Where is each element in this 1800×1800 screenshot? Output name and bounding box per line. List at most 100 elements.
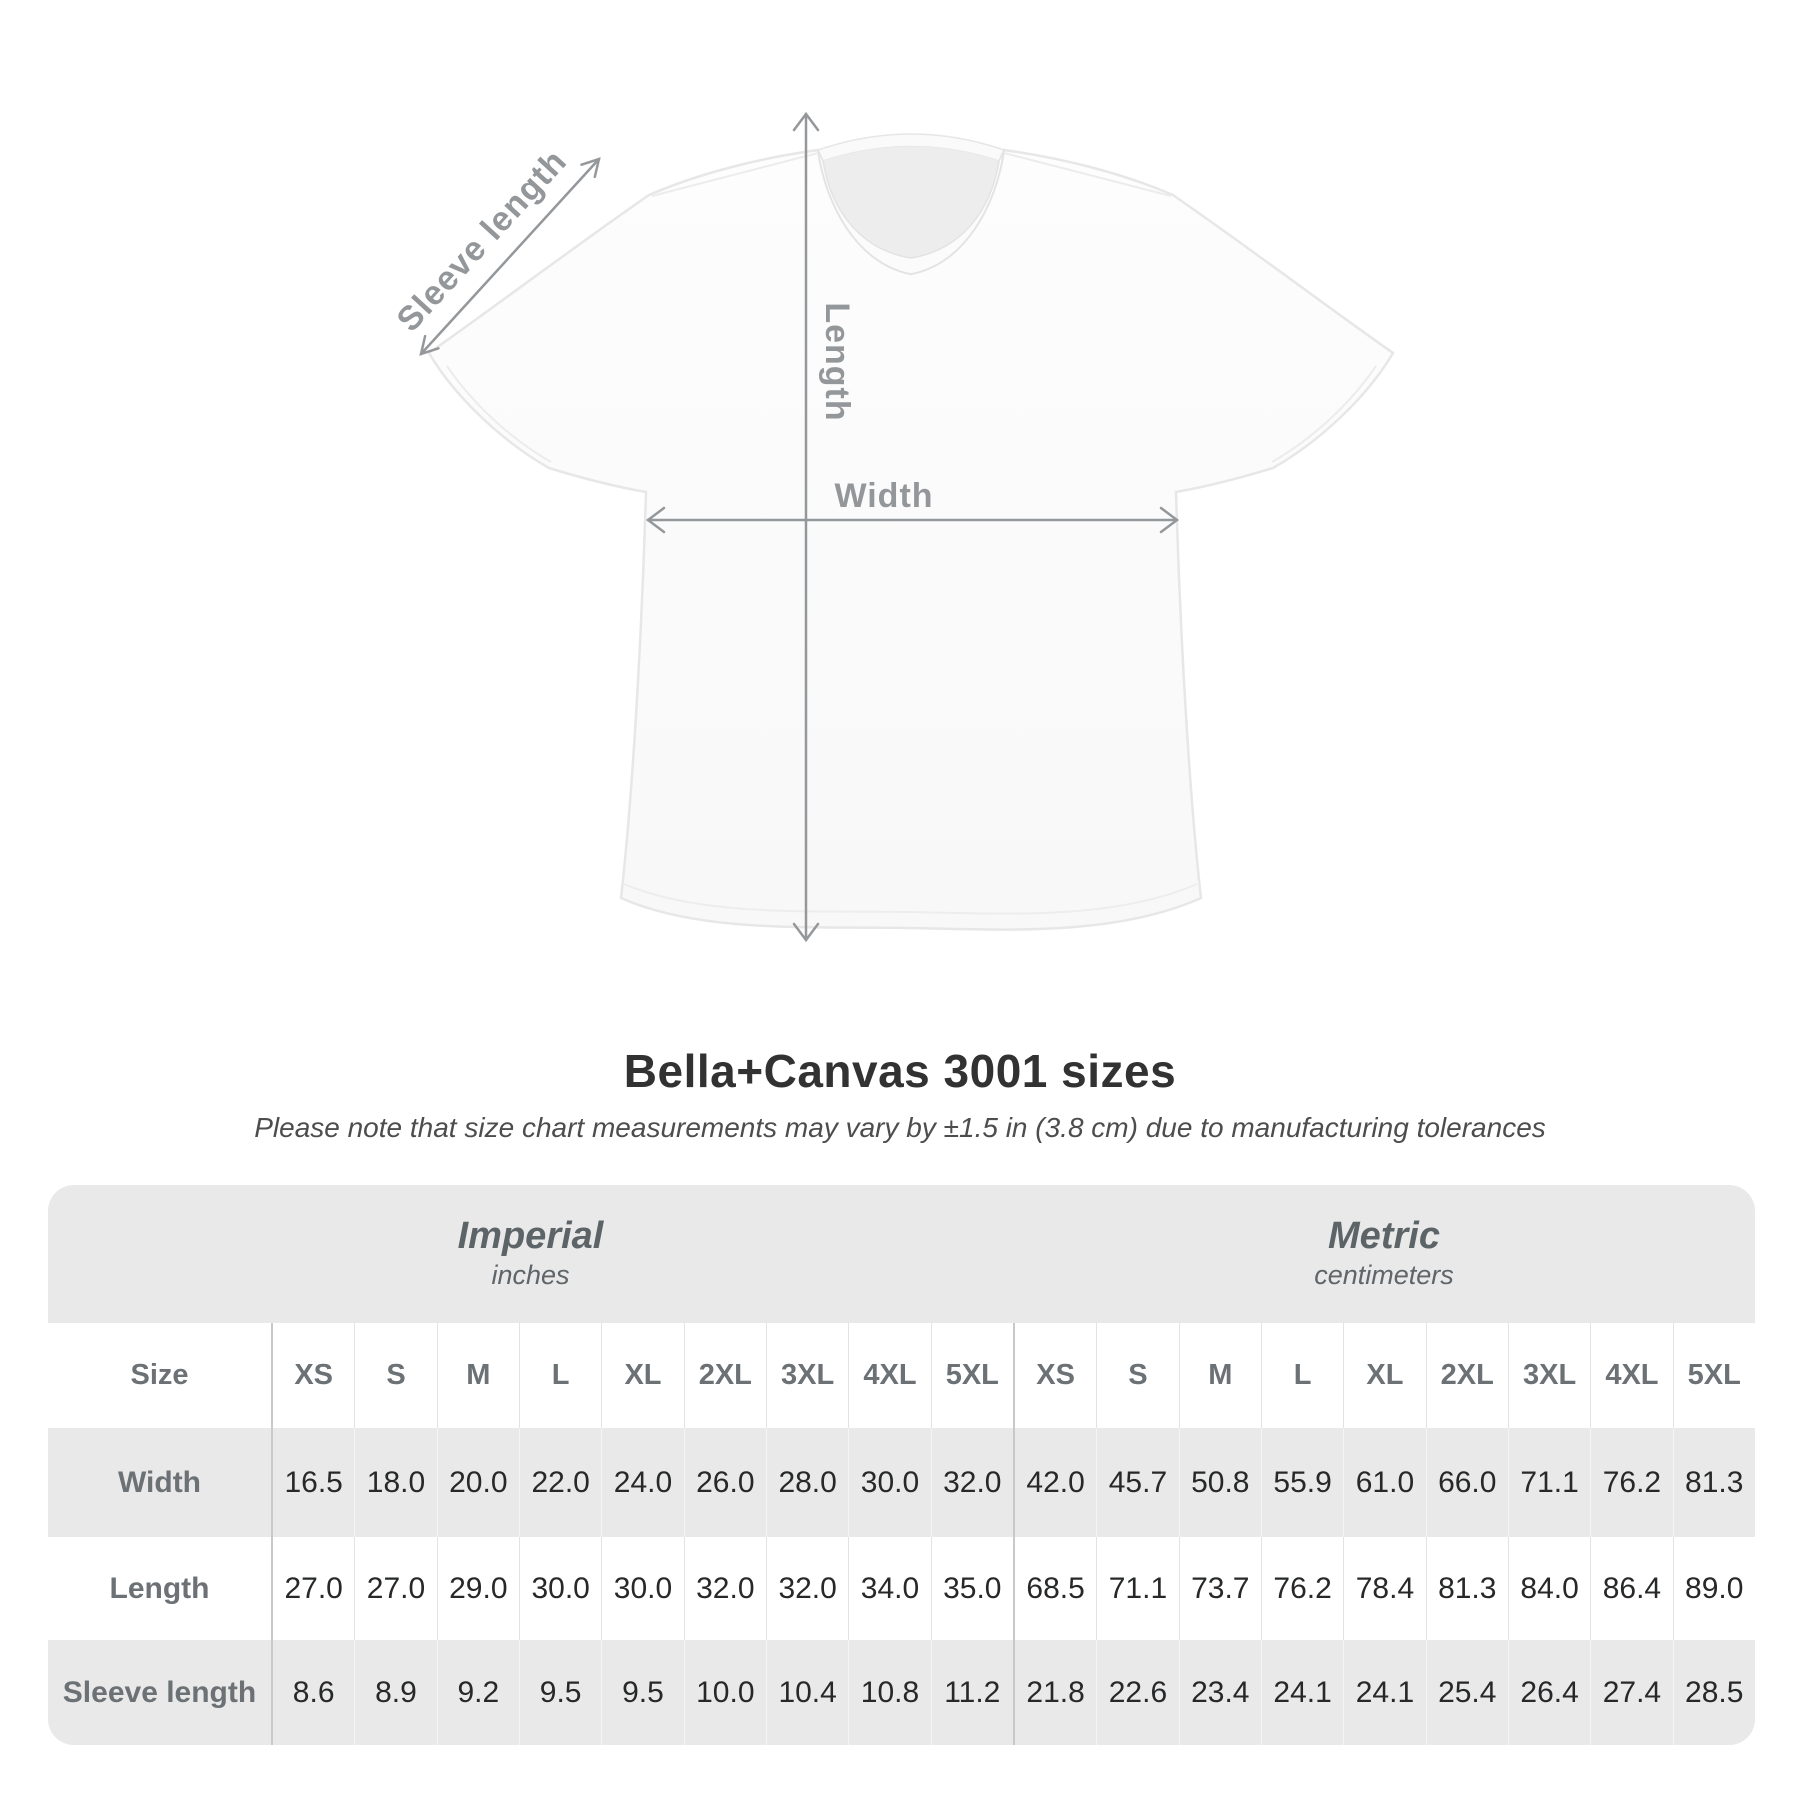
imperial-label: Imperial xyxy=(457,1214,604,1257)
table-row-sleeve-length: Sleeve length 8.6 8.9 9.2 9.5 9.5 10.0 1… xyxy=(48,1640,1755,1745)
length-arrowhead-bottom xyxy=(792,922,820,943)
table-cell: 73.7 xyxy=(1178,1537,1261,1640)
table-cell: 42.0 xyxy=(1012,1428,1096,1537)
imperial-sublabel: inches xyxy=(491,1260,570,1291)
size-header-cell: XS xyxy=(1012,1323,1096,1428)
table-cell: 50.8 xyxy=(1178,1428,1261,1537)
table-cell: 28.5 xyxy=(1672,1640,1755,1745)
size-header-cell: M xyxy=(436,1323,519,1428)
unit-group-imperial: Imperial inches xyxy=(48,1185,1013,1323)
table-cell: 10.8 xyxy=(848,1640,930,1745)
metric-label: Metric xyxy=(1328,1214,1440,1257)
table-cell: 32.0 xyxy=(683,1537,766,1640)
table-cell: 21.8 xyxy=(1012,1640,1096,1745)
row-label: Width xyxy=(117,1465,202,1499)
size-header-cell: L xyxy=(518,1323,601,1428)
table-cell: 61.0 xyxy=(1343,1428,1425,1537)
sleeve-arrowhead-top xyxy=(580,157,601,179)
tshirt-neck-opening xyxy=(823,146,999,258)
size-header-cell: 3XL xyxy=(765,1323,848,1428)
sleeve-arrow-line xyxy=(419,157,601,356)
row-label: Length xyxy=(109,1571,210,1605)
table-cell: 68.5 xyxy=(1012,1537,1096,1640)
table-cell: 32.0 xyxy=(930,1428,1013,1537)
table-cell: 30.0 xyxy=(601,1537,683,1640)
table-cell: 28.0 xyxy=(765,1428,848,1537)
table-cell: 27.4 xyxy=(1590,1640,1672,1745)
table-cell: 78.4 xyxy=(1343,1537,1425,1640)
width-label: Width xyxy=(834,477,933,515)
size-header-cell: XL xyxy=(601,1323,683,1428)
table-cell: 26.4 xyxy=(1507,1640,1590,1745)
table-cell: 29.0 xyxy=(436,1537,519,1640)
table-cell: 10.0 xyxy=(683,1640,766,1745)
table-cell: 10.4 xyxy=(765,1640,848,1745)
table-cell: 34.0 xyxy=(848,1537,930,1640)
table-header-row: Size XS S M L XL 2XL 3XL 4XL 5XL XS S M … xyxy=(48,1323,1755,1428)
tshirt-shoulder-seam-right xyxy=(1003,152,1172,197)
page-title: Bella+Canvas 3001 sizes xyxy=(623,1045,1177,1097)
table-cell: 8.6 xyxy=(271,1640,354,1745)
page-subtitle: Please note that size chart measurements… xyxy=(254,1112,1546,1143)
size-header-cell: 2XL xyxy=(1425,1323,1508,1428)
table-cell: 16.5 xyxy=(271,1428,354,1537)
table-cell: 76.2 xyxy=(1260,1537,1343,1640)
tshirt-front-collar xyxy=(817,149,1005,275)
row-label: Sleeve length xyxy=(62,1675,257,1709)
sleeve-arrowhead-bottom xyxy=(419,334,440,356)
size-table-panel: Imperial inches Metric centimeters Size … xyxy=(48,1185,1755,1745)
size-column-header: Size xyxy=(130,1359,189,1391)
metric-sublabel: centimeters xyxy=(1314,1260,1454,1291)
table-cell: 81.3 xyxy=(1425,1537,1508,1640)
size-header-cell: L xyxy=(1260,1323,1343,1428)
size-header-cell: 4XL xyxy=(848,1323,930,1428)
table-cell: 86.4 xyxy=(1590,1537,1672,1640)
tshirt-bottom-hem-stitch xyxy=(623,883,1198,915)
table-cell: 22.0 xyxy=(518,1428,601,1537)
measurement-arrows xyxy=(419,111,1180,943)
table-cell: 9.2 xyxy=(436,1640,519,1745)
size-header-cell: M xyxy=(1178,1323,1261,1428)
tshirt-sleeve-hem-right xyxy=(1271,365,1377,463)
table-cell: 45.7 xyxy=(1096,1428,1178,1537)
table-row-width: Width 16.5 18.0 20.0 22.0 24.0 26.0 28.0… xyxy=(48,1428,1755,1537)
size-header-cell: S xyxy=(354,1323,436,1428)
table-cell: 89.0 xyxy=(1672,1537,1755,1640)
tshirt-shoulder-seam-left xyxy=(651,152,819,197)
table-cell: 27.0 xyxy=(354,1537,436,1640)
table-cell: 11.2 xyxy=(930,1640,1013,1745)
table-cell: 22.6 xyxy=(1096,1640,1178,1745)
table-cell: 24.1 xyxy=(1343,1640,1425,1745)
table-cell: 25.4 xyxy=(1425,1640,1508,1745)
table-cell: 71.1 xyxy=(1507,1428,1590,1537)
tshirt-measurement-diagram: Sleeve length Length Width xyxy=(389,111,1395,943)
table-cell: 71.1 xyxy=(1096,1537,1178,1640)
table-cell: 9.5 xyxy=(601,1640,683,1745)
table-cell: 18.0 xyxy=(354,1428,436,1537)
table-cell: 30.0 xyxy=(848,1428,930,1537)
table-cell: 8.9 xyxy=(354,1640,436,1745)
table-cell: 27.0 xyxy=(271,1537,354,1640)
unit-group-header: Imperial inches Metric centimeters xyxy=(48,1185,1755,1323)
size-header-cell: 2XL xyxy=(683,1323,766,1428)
table-cell: 76.2 xyxy=(1590,1428,1672,1537)
table-cell: 32.0 xyxy=(765,1537,848,1640)
table-cell: 26.0 xyxy=(683,1428,766,1537)
tshirt-body xyxy=(427,148,1395,931)
length-arrowhead-top xyxy=(792,111,820,132)
table-cell: 24.1 xyxy=(1260,1640,1343,1745)
table-cell: 23.4 xyxy=(1178,1640,1261,1745)
unit-group-metric: Metric centimeters xyxy=(1013,1185,1755,1323)
size-header-cell: XL xyxy=(1343,1323,1425,1428)
table-cell: 20.0 xyxy=(436,1428,519,1537)
width-arrowhead-right xyxy=(1159,506,1180,534)
table-cell: 35.0 xyxy=(930,1537,1013,1640)
width-arrowhead-left xyxy=(645,506,666,534)
table-cell: 84.0 xyxy=(1507,1537,1590,1640)
size-header-cell: 5XL xyxy=(1672,1323,1755,1428)
table-cell: 81.3 xyxy=(1672,1428,1755,1537)
size-header-cell: 5XL xyxy=(930,1323,1013,1428)
size-header-cell: XS xyxy=(271,1323,354,1428)
table-cell: 66.0 xyxy=(1425,1428,1508,1537)
